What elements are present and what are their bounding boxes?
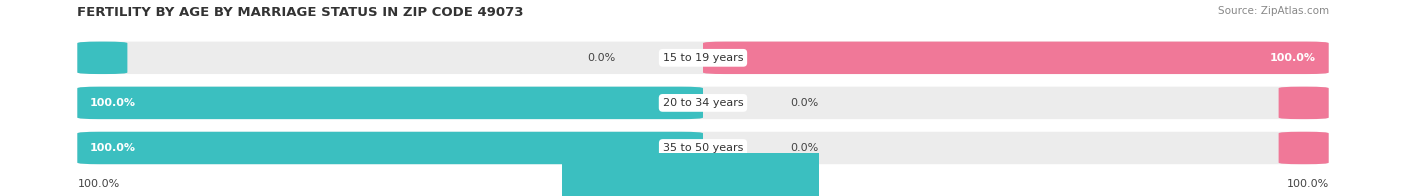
Text: Unmarried: Unmarried [721, 178, 785, 191]
FancyBboxPatch shape [77, 87, 1329, 119]
Text: 0.0%: 0.0% [790, 143, 818, 153]
FancyBboxPatch shape [77, 42, 1329, 74]
Text: 100.0%: 100.0% [1286, 179, 1329, 189]
FancyBboxPatch shape [703, 42, 1329, 74]
Text: 0.0%: 0.0% [588, 53, 616, 63]
FancyBboxPatch shape [1278, 87, 1329, 119]
FancyBboxPatch shape [77, 87, 703, 119]
Text: FERTILITY BY AGE BY MARRIAGE STATUS IN ZIP CODE 49073: FERTILITY BY AGE BY MARRIAGE STATUS IN Z… [77, 6, 524, 19]
Text: 100.0%: 100.0% [77, 179, 120, 189]
FancyBboxPatch shape [77, 132, 703, 164]
Text: 35 to 50 years: 35 to 50 years [662, 143, 744, 153]
Text: 15 to 19 years: 15 to 19 years [662, 53, 744, 63]
FancyBboxPatch shape [77, 42, 128, 74]
FancyBboxPatch shape [77, 132, 1329, 164]
Text: Married: Married [630, 178, 675, 191]
Text: 100.0%: 100.0% [1270, 53, 1316, 63]
Text: █: █ [616, 178, 626, 191]
Text: 100.0%: 100.0% [90, 143, 136, 153]
FancyBboxPatch shape [1278, 132, 1329, 164]
Text: Source: ZipAtlas.com: Source: ZipAtlas.com [1218, 6, 1329, 16]
Text: 20 to 34 years: 20 to 34 years [662, 98, 744, 108]
Text: █: █ [707, 178, 717, 191]
Text: 0.0%: 0.0% [790, 98, 818, 108]
Text: 100.0%: 100.0% [90, 98, 136, 108]
